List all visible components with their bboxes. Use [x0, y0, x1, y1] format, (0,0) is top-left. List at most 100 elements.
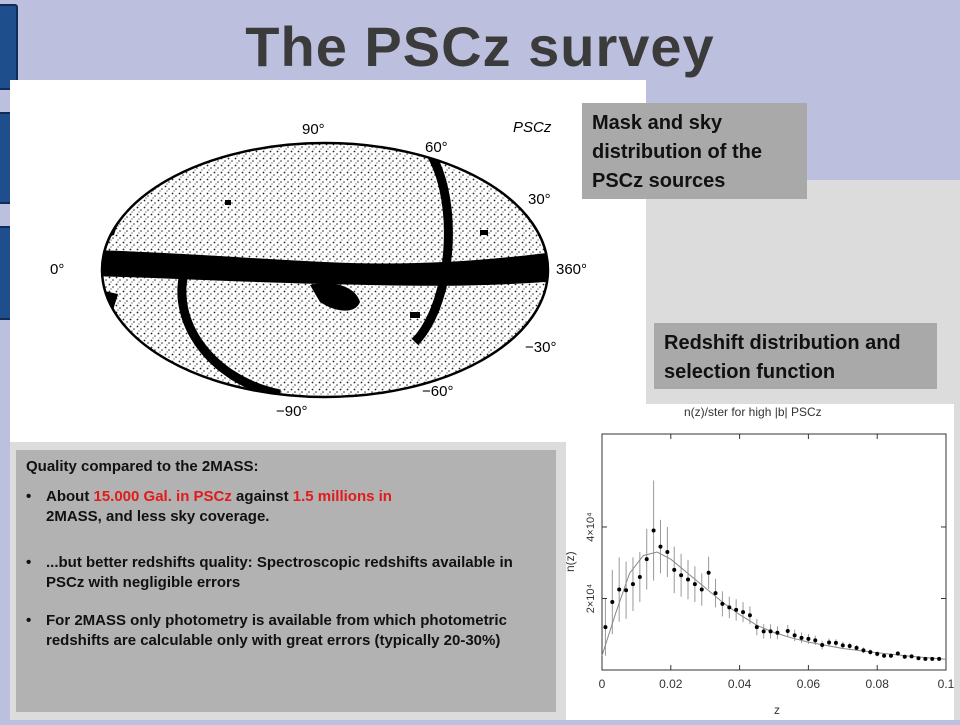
ecliptic-strip-upper [411, 143, 453, 346]
x-tick-label: 0.04 [728, 677, 752, 691]
x-tick-label: 0.08 [866, 677, 890, 691]
data-point [692, 582, 697, 587]
quality-bullet-2: • ...but better redshifts quality: Spect… [26, 553, 546, 593]
lat-label: 60° [425, 139, 448, 156]
quality-bullet-3: • For 2MASS only photometry is available… [26, 611, 546, 651]
lat-label: −60° [422, 383, 453, 400]
data-point [706, 570, 711, 575]
y-tick-label: 2×10⁴ [585, 583, 597, 613]
quality-comparison-box: Quality compared to the 2MASS: • About 1… [16, 450, 556, 712]
quality-title: Quality compared to the 2MASS: [26, 458, 259, 475]
data-point [637, 575, 642, 580]
lat-label: −30° [525, 339, 556, 356]
data-point [617, 587, 622, 592]
data-point [937, 656, 942, 661]
slide-title: The PSCz survey [245, 15, 715, 78]
data-point [630, 582, 635, 587]
data-point [672, 567, 677, 572]
data-point [603, 625, 608, 630]
x-tick-label: 0 [599, 677, 606, 691]
lat-label: 360° [556, 261, 587, 278]
data-point [868, 650, 873, 655]
lat-label: 0° [50, 261, 64, 278]
data-point [854, 645, 859, 650]
chart-title: n(z)/ster for high |b| PSCz [684, 405, 822, 419]
x-tick-label: 0.02 [659, 677, 683, 691]
bullet1-pre: About [46, 488, 94, 505]
data-point [930, 656, 935, 661]
data-point [923, 656, 928, 661]
bullet1-mid: against [231, 488, 293, 505]
data-point [902, 654, 907, 659]
data-point [727, 605, 732, 610]
sky-map-svg: PSCz 90° 60° 30° 0° 360° −30° −60° −90° [50, 119, 587, 420]
data-point [741, 610, 746, 615]
data-point [916, 656, 921, 661]
data-point [720, 601, 725, 606]
x-axis-label: z [774, 703, 780, 717]
sky-map-figure: PSCz 90° 60° 30° 0° 360° −30° −60° −90° [10, 80, 646, 442]
data-point [775, 630, 780, 635]
data-point [820, 642, 825, 647]
data-point [799, 635, 804, 640]
mask-caption: Mask and sky distribution of the PSCz so… [582, 103, 807, 199]
data-point [875, 651, 880, 656]
data-point [747, 613, 752, 618]
lat-label: 90° [302, 121, 325, 138]
data-point [792, 633, 797, 638]
plot-frame [601, 433, 947, 671]
y-axis-label: n(z) [566, 551, 577, 572]
data-point [888, 653, 893, 658]
bullet1-post: 2MASS, and less sky coverage. [46, 508, 270, 525]
redshift-chart-svg: n(z)/ster for high |b| PSCz 0 0.02 0.04 0.0… [563, 405, 955, 717]
lat-label: 30° [528, 191, 551, 208]
data-point [847, 644, 852, 649]
error-bars [604, 480, 940, 661]
redshift-chart-figure: n(z)/ster for high |b| PSCz 0 0.02 0.04 0.0… [563, 404, 955, 720]
data-point [806, 636, 811, 641]
bullet1-pscz-count: 15.000 Gal. in PSCz [93, 488, 232, 505]
data-point [679, 573, 684, 578]
x-tick-label: 0.1 [938, 677, 954, 691]
data-point [785, 629, 790, 634]
x-tick-label: 0.06 [797, 677, 821, 691]
data-point [909, 654, 914, 659]
data-point [827, 640, 832, 645]
y-ticks: 2×10⁴ 4×10⁴ [585, 512, 946, 613]
data-point [761, 629, 766, 634]
data-points [603, 528, 942, 661]
bullet-marker: • [26, 554, 32, 571]
data-point [644, 557, 649, 562]
side-tab [0, 4, 18, 90]
data-point [768, 629, 773, 634]
data-point [754, 625, 759, 630]
data-point [895, 651, 900, 656]
data-point [699, 587, 704, 592]
data-point [651, 528, 656, 533]
bullet3-text: For 2MASS only photometry is available f… [46, 612, 507, 649]
data-point [840, 643, 845, 648]
bullet1-2mass-count: 1.5 millions in [292, 488, 392, 505]
quality-bullet-list: • About 15.000 Gal. in PSCz against 1.5 … [26, 487, 546, 651]
bullet2-text: ...but better redshifts quality: Spectro… [46, 554, 513, 591]
data-point [686, 577, 690, 582]
data-point [658, 544, 663, 549]
data-point [882, 653, 887, 658]
data-point [833, 640, 838, 645]
data-point [713, 591, 718, 596]
data-point [813, 638, 818, 643]
bullet-marker: • [26, 488, 32, 505]
data-point [665, 550, 670, 554]
ecliptic-strip-lower [177, 268, 281, 397]
y-tick-label: 4×10⁴ [585, 512, 597, 542]
data-point [610, 600, 615, 605]
data-point [624, 588, 629, 593]
bullet-marker: • [26, 612, 32, 629]
sky-map-corner-label: PSCz [513, 119, 552, 136]
data-point [861, 648, 866, 653]
data-point [734, 607, 739, 612]
quality-bullet-1: • About 15.000 Gal. in PSCz against 1.5 … [26, 487, 546, 527]
lat-label: −90° [276, 403, 307, 420]
x-ticks: 0 0.02 0.04 0.06 0.08 0.1 [599, 434, 955, 691]
redshift-caption: Redshift distribution and selection func… [654, 323, 937, 389]
